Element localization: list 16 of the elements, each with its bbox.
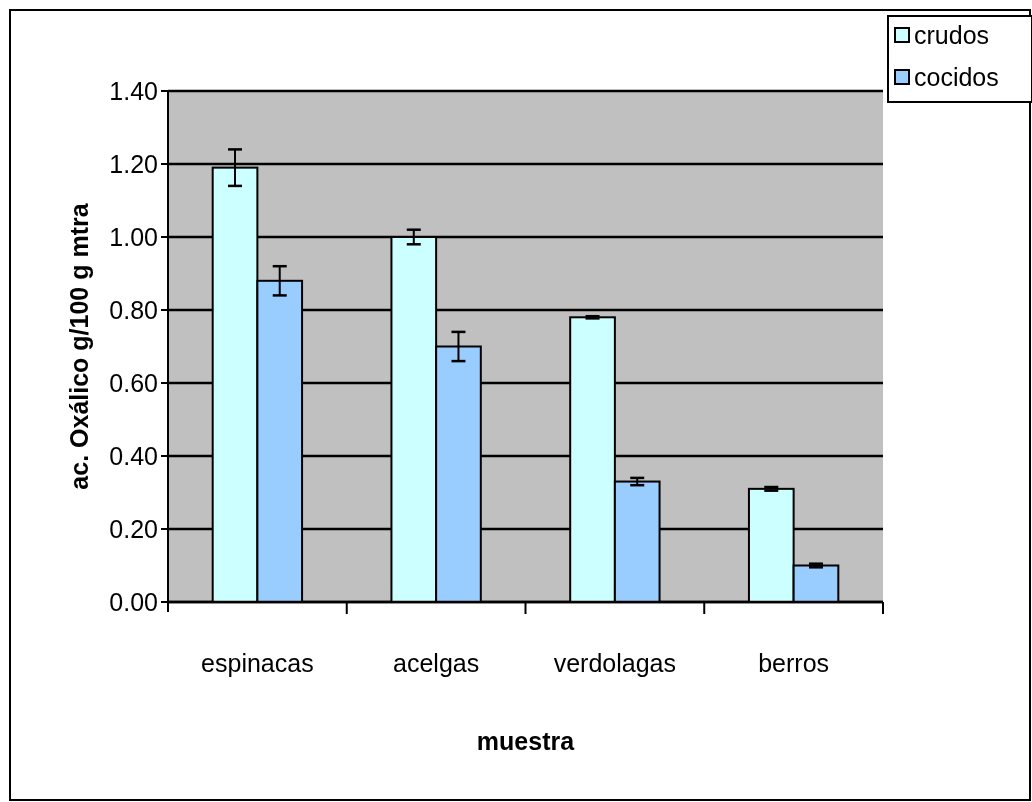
y-tick-label: 0.00 [109,587,158,616]
x-tick-label: acelgas [393,649,480,677]
legend-label: cocidos [914,62,999,91]
x-tick-label: espinacas [201,649,314,677]
y-tick-label: 1.00 [109,222,158,251]
x-tick-label: berros [758,649,830,677]
y-tick-label: 1.40 [109,76,158,105]
x-axis-title: muestra [476,727,576,755]
y-tick-label: 0.20 [109,514,158,543]
y-tick-label: 0.60 [109,368,158,397]
legend-label: crudos [914,20,990,49]
y-axis-title: ac. Oxálico g/100 g mtra [65,202,93,490]
x-tick-label: verdolagas [553,649,677,677]
y-tick-label: 0.40 [109,441,158,470]
y-tick-label: 1.20 [109,149,158,178]
y-tick-label: 0.80 [109,295,158,324]
